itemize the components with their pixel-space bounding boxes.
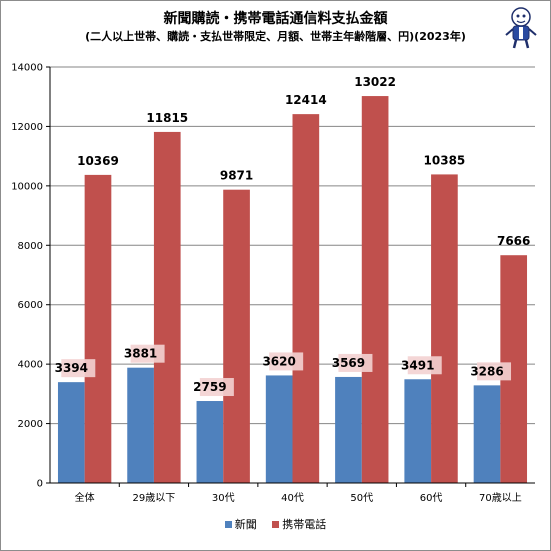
data-label-newspaper: 3569 <box>332 356 365 370</box>
bars <box>57 96 528 483</box>
bar-mobile <box>361 96 389 483</box>
bar-mobile <box>292 114 320 483</box>
legend-label-mobile: 携帯電話 <box>282 518 327 531</box>
bar-mobile <box>223 189 250 483</box>
data-label-bg <box>477 362 512 381</box>
y-tick-label: 10000 <box>11 181 43 192</box>
data-label-mobile: 10369 <box>77 154 119 168</box>
data-label-mobile: 12414 <box>285 93 327 107</box>
data-label-mobile: 13022 <box>354 75 396 89</box>
chart-subtitle: (二人以上世帯、購読・支払世帯限定、月額、世帯主年齢階層、円)(2023年) <box>85 30 466 43</box>
bar-mobile <box>153 131 181 483</box>
data-label-bg <box>130 344 165 363</box>
y-tick-label: 12000 <box>11 122 43 133</box>
bar-newspaper <box>57 382 85 483</box>
bar-newspaper <box>404 379 432 483</box>
data-label-newspaper: 3881 <box>124 347 157 361</box>
mascot-icon <box>505 7 537 49</box>
y-tick-label: 6000 <box>18 300 43 311</box>
y-tick-label: 8000 <box>18 241 43 252</box>
legend-swatch-mobile <box>272 520 280 528</box>
bar-newspaper <box>335 376 362 483</box>
data-label-newspaper: 3394 <box>55 361 88 375</box>
bar-mobile <box>84 174 112 483</box>
bar-newspaper <box>265 375 293 483</box>
y-tick-label: 2000 <box>18 419 43 430</box>
legend-label-newspaper: 新聞 <box>234 518 257 531</box>
legend: 新聞 携帯電話 <box>0 516 551 532</box>
x-tick-label: 40代 <box>281 492 304 504</box>
axes: 0 2000 4000 6000 8000 10000 12000 14000 全体 29歳以下 3… <box>11 63 535 504</box>
x-tick-label: 70歳以上 <box>479 492 522 504</box>
y-tick-label: 4000 <box>18 360 43 371</box>
x-tick-label: 全体 <box>75 491 95 504</box>
data-label-newspaper: 3491 <box>401 358 434 372</box>
legend-item-mobile: 携帯電話 <box>272 516 326 532</box>
bar-mobile <box>431 174 458 483</box>
legend-item-newspaper: 新聞 <box>224 516 257 532</box>
data-label-bg <box>61 359 96 378</box>
y-tick-label: 0 <box>37 479 43 490</box>
legend-swatch-newspaper <box>224 520 232 528</box>
x-tick-label: 30代 <box>212 492 235 504</box>
bar-newspaper <box>473 385 501 483</box>
data-label-bg <box>338 353 373 372</box>
data-label-newspaper: 2759 <box>193 380 226 394</box>
data-label-newspaper: 3286 <box>470 364 503 378</box>
data-label-mobile: 7666 <box>497 234 530 248</box>
y-tick-label: 14000 <box>11 63 43 74</box>
bar-newspaper <box>127 367 154 483</box>
bar-newspaper <box>196 401 224 483</box>
data-label-mobile: 9871 <box>220 169 253 183</box>
data-label-bg <box>269 352 304 371</box>
data-label-bg <box>199 378 234 397</box>
data-label-mobile: 10385 <box>424 153 466 167</box>
data-label-bg <box>407 356 442 375</box>
data-label-newspaper: 3620 <box>262 354 295 368</box>
chart-title: 新聞購読・携帯電話通信料支払金額 <box>163 11 388 27</box>
x-tick-label: 60代 <box>420 492 443 504</box>
x-tick-label: 29歳以下 <box>133 492 176 504</box>
data-label-mobile: 11815 <box>146 111 188 125</box>
data-labels: 3394 10369 3881 11815 2759 9871 3620 12414 3569 1… <box>55 75 530 397</box>
x-tick-label: 50代 <box>350 492 373 504</box>
